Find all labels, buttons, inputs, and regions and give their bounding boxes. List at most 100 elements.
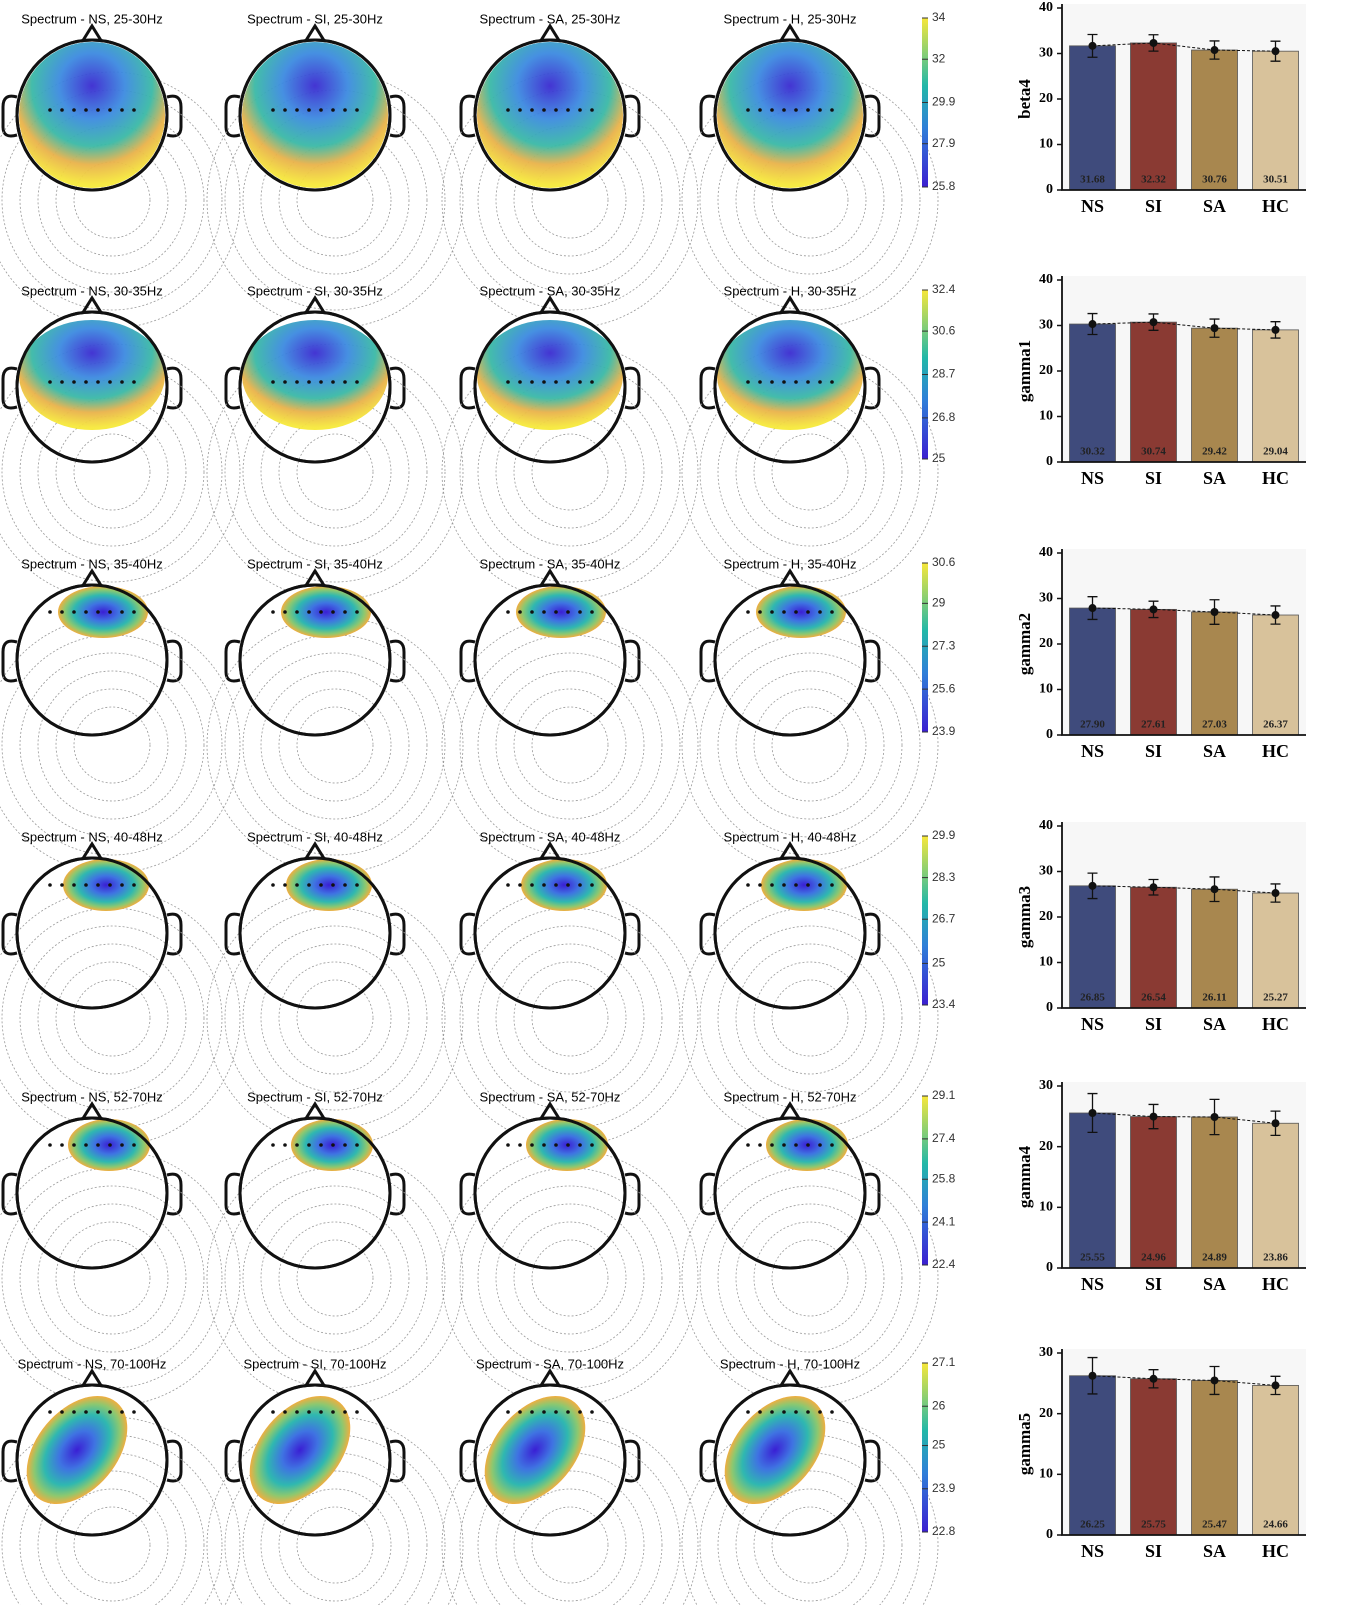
electrode (343, 108, 347, 112)
electrode (319, 883, 323, 887)
value-label: 30.74 (1141, 446, 1166, 458)
x-tick-label: HC (1262, 468, 1289, 488)
electrode (770, 380, 774, 384)
y-axis-label: gamma4 (1015, 1145, 1034, 1208)
electrode (355, 883, 359, 887)
electrode (283, 380, 287, 384)
bar (1131, 1117, 1177, 1268)
ear (167, 914, 181, 954)
bar (1253, 51, 1299, 190)
bar (1070, 1113, 1116, 1268)
value-label: 26.37 (1263, 719, 1288, 731)
electrode (120, 1143, 124, 1147)
electrode (542, 1410, 546, 1414)
ear (625, 1174, 639, 1214)
electrode (530, 883, 534, 887)
electrode (506, 108, 510, 112)
ear (625, 96, 639, 136)
electrode (794, 610, 798, 614)
value-label: 26.85 (1080, 992, 1105, 1004)
electrode (758, 1410, 762, 1414)
electrode (830, 883, 834, 887)
colorbar-label: 23.4 (932, 997, 956, 1011)
colorbar-label: 29 (932, 596, 946, 610)
electrode (542, 883, 546, 887)
bar (1192, 328, 1238, 462)
value-label: 23.86 (1263, 1252, 1288, 1264)
y-tick-label: 0 (1046, 1000, 1053, 1015)
electrode (578, 1143, 582, 1147)
electrode (355, 1143, 359, 1147)
electrode (84, 610, 88, 614)
head (207, 1371, 463, 1605)
topo-fill (717, 320, 863, 430)
electrode (96, 108, 100, 112)
ear (167, 368, 181, 408)
electrode (295, 108, 299, 112)
electrode (794, 883, 798, 887)
electrode (794, 1143, 798, 1147)
electrode (554, 1410, 558, 1414)
x-tick-label: HC (1262, 1014, 1289, 1034)
electrode (566, 1410, 570, 1414)
y-axis-label: gamma5 (1015, 1413, 1034, 1475)
value-label: 24.96 (1141, 1252, 1166, 1264)
electrode (782, 610, 786, 614)
bar (1070, 886, 1116, 1008)
electrode (530, 610, 534, 614)
electrode (132, 108, 136, 112)
ear (865, 914, 879, 954)
value-label: 31.68 (1080, 174, 1105, 186)
electrode (566, 610, 570, 614)
electrode (120, 883, 124, 887)
ear (865, 641, 879, 681)
value-label: 26.54 (1141, 992, 1166, 1004)
head (682, 298, 938, 600)
colorbar-label: 25 (932, 451, 946, 465)
electrode (271, 108, 275, 112)
y-tick-label: 30 (1039, 864, 1053, 879)
topo-fill (19, 42, 165, 188)
electrode (566, 1143, 570, 1147)
electrode (48, 108, 52, 112)
electrode (590, 380, 594, 384)
electrode (530, 1410, 534, 1414)
colorbar-label: 26 (932, 1398, 946, 1412)
electrode (271, 610, 275, 614)
colorbar-label: 27.1 (932, 1355, 956, 1369)
y-tick-label: 0 (1046, 182, 1053, 197)
head (0, 1371, 240, 1605)
electrode (542, 1143, 546, 1147)
bar (1192, 1117, 1238, 1268)
colorbar-label: 25.6 (932, 681, 956, 695)
value-label: 25.47 (1202, 1519, 1227, 1531)
electrode (782, 1410, 786, 1414)
electrode (96, 380, 100, 384)
electrode (554, 610, 558, 614)
electrode (590, 1143, 594, 1147)
head (682, 571, 938, 873)
electrode (108, 1143, 112, 1147)
x-tick-label: SI (1145, 1541, 1162, 1561)
x-tick-label: NS (1081, 196, 1104, 216)
electrode (746, 1410, 750, 1414)
electrode (830, 380, 834, 384)
ear (625, 368, 639, 408)
head (682, 1371, 938, 1605)
y-tick-label: 0 (1046, 1260, 1053, 1275)
electrode (96, 610, 100, 614)
electrode (578, 1410, 582, 1414)
electrode (331, 610, 335, 614)
value-label: 27.61 (1141, 719, 1166, 731)
head (442, 298, 698, 600)
ear (625, 914, 639, 954)
x-tick-label: NS (1081, 1541, 1104, 1561)
electrode (355, 610, 359, 614)
electrode (770, 1143, 774, 1147)
electrode (518, 610, 522, 614)
colorbar (922, 1363, 928, 1532)
electrode (590, 108, 594, 112)
value-label: 25.55 (1080, 1252, 1105, 1264)
electrode (132, 883, 136, 887)
electrode (566, 380, 570, 384)
